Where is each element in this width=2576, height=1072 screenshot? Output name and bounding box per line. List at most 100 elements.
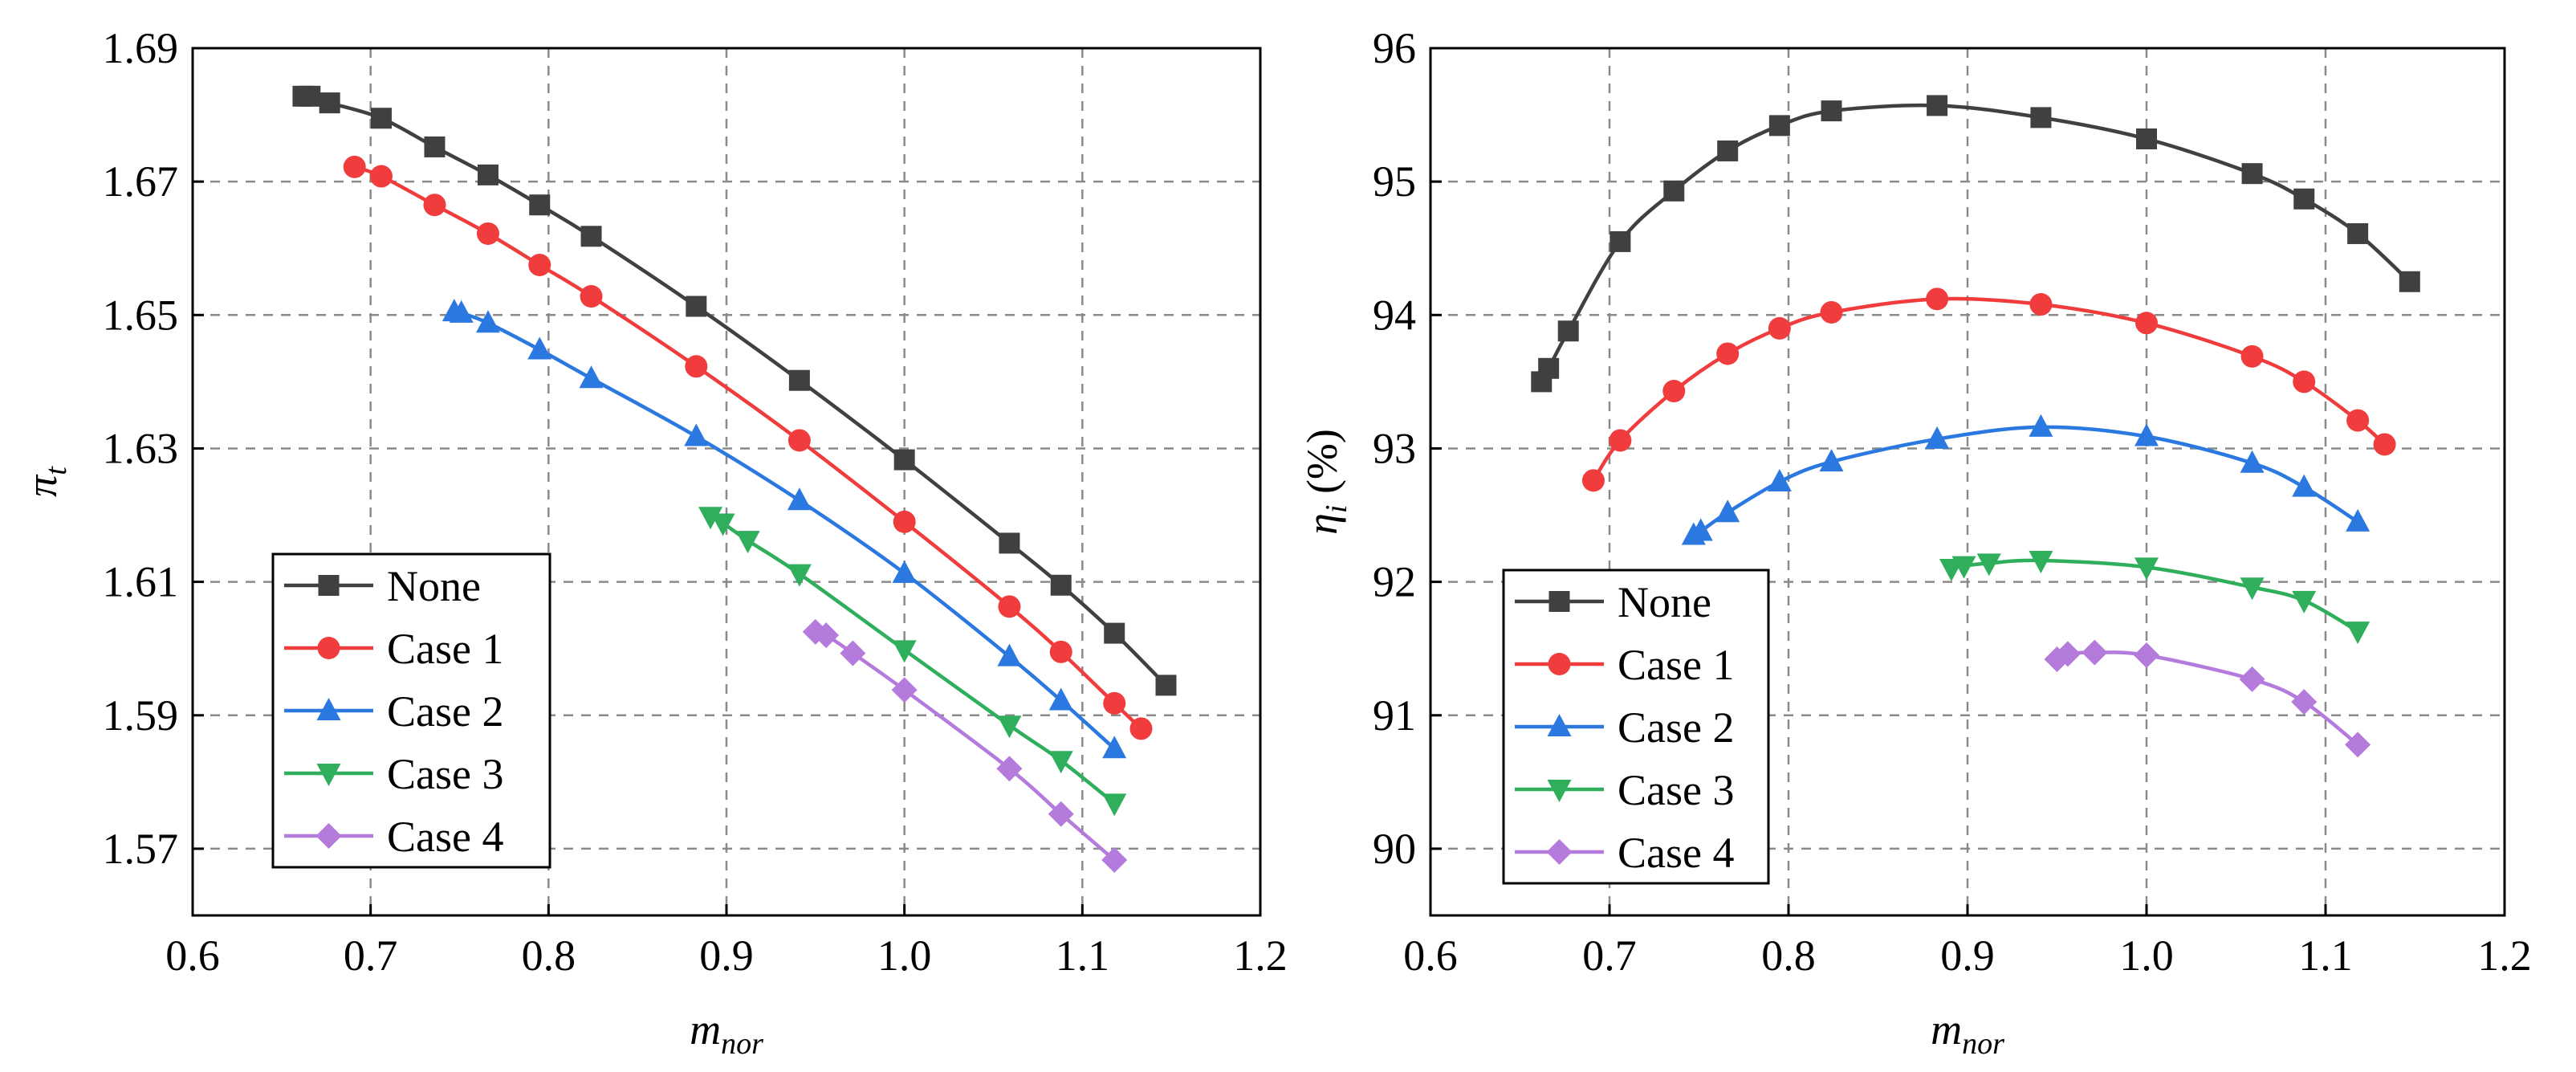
legend-marker xyxy=(316,698,341,720)
data-point xyxy=(423,194,446,217)
data-point xyxy=(813,622,840,649)
data-point xyxy=(840,640,866,666)
data-point xyxy=(579,365,604,389)
series-case-3 xyxy=(1939,551,2370,645)
data-point xyxy=(2135,312,2158,335)
data-point xyxy=(1155,675,1177,696)
data-point xyxy=(2346,508,2370,532)
data-point xyxy=(370,108,392,129)
data-point xyxy=(1927,95,1948,116)
data-point xyxy=(1925,426,1950,449)
data-point xyxy=(735,531,760,554)
data-point xyxy=(477,164,499,185)
data-point xyxy=(998,595,1021,618)
data-point xyxy=(999,532,1020,554)
x-tick-label: 1.1 xyxy=(2298,931,2353,980)
data-point xyxy=(2240,344,2264,368)
series-case-2 xyxy=(1681,414,2370,545)
data-point xyxy=(580,226,602,247)
data-point xyxy=(1819,449,1844,472)
data-point xyxy=(1049,640,1072,663)
data-point xyxy=(319,92,340,114)
data-point xyxy=(2054,641,2081,667)
data-point xyxy=(1717,140,1739,161)
data-point xyxy=(1048,687,1073,711)
x-tick-label: 0.7 xyxy=(1582,931,1637,980)
data-point xyxy=(1951,556,1976,579)
data-point xyxy=(475,310,500,333)
y-tick-label: 90 xyxy=(1373,825,1416,873)
legend-label: Case 4 xyxy=(1618,829,1734,877)
y-tick-label: 92 xyxy=(1373,558,1416,606)
left-chart-pressure-ratio: 0.6 0.7 0.8 0.9 1.0 1.1 1.2 1.57 1.59 1.61 1.63 1.6… xyxy=(18,24,1288,1061)
right-chart-efficiency: 0.6 0.7 0.8 0.9 1.0 1.1 1.2 90 91 92 93 94 95 96 mnor η… xyxy=(1298,24,2532,1061)
x-tick-label: 0.9 xyxy=(699,931,754,980)
x-tick-label: 0.7 xyxy=(344,931,398,980)
data-point xyxy=(1609,230,1631,252)
y-tick-label: 1.65 xyxy=(103,291,179,339)
series-none xyxy=(1531,95,2420,393)
data-point xyxy=(2136,128,2157,149)
data-point xyxy=(2240,577,2265,601)
data-point xyxy=(1129,717,1153,740)
x-tick-label: 0.6 xyxy=(1403,931,1458,980)
series-case-3 xyxy=(698,507,1127,817)
legend-label: Case 2 xyxy=(1618,703,1734,752)
data-point xyxy=(1581,469,1605,492)
series-case-1 xyxy=(343,155,1153,740)
x-tick-label: 1.2 xyxy=(1233,931,1288,980)
data-point xyxy=(1821,100,1842,122)
legend-label: Case 2 xyxy=(387,687,503,736)
data-point xyxy=(449,300,474,323)
data-point xyxy=(892,560,917,583)
x-tick-label: 1.2 xyxy=(2477,931,2532,980)
data-point xyxy=(787,429,811,452)
data-point xyxy=(2030,107,2052,128)
legend-marker xyxy=(1546,839,1573,865)
series-case-4 xyxy=(802,618,1128,874)
legend-marker xyxy=(318,575,340,596)
y-tick-label: 1.67 xyxy=(103,157,179,206)
data-point xyxy=(1538,357,1560,379)
data-point xyxy=(2029,293,2053,316)
x-tick-label: 1.1 xyxy=(1056,931,1110,980)
series-case-2 xyxy=(442,299,1127,759)
data-point xyxy=(2345,732,2371,758)
data-point xyxy=(299,85,321,107)
data-point xyxy=(1103,691,1126,715)
data-point xyxy=(698,507,723,530)
data-point xyxy=(1716,342,1740,365)
y-axis-label: πt xyxy=(18,466,73,497)
data-point xyxy=(1609,429,1632,452)
data-point xyxy=(787,564,812,587)
legend-label: Case 3 xyxy=(1618,766,1734,814)
data-point xyxy=(1768,316,1791,340)
data-point xyxy=(1102,736,1127,759)
data-point xyxy=(996,756,1023,782)
x-axis-label: mnor xyxy=(690,1005,763,1061)
data-point xyxy=(997,643,1022,666)
data-point xyxy=(1557,320,1579,342)
y-tick-label: 96 xyxy=(1373,24,1416,72)
data-point xyxy=(2399,271,2420,292)
y-tick-label: 1.63 xyxy=(103,424,179,472)
data-point xyxy=(2373,433,2396,456)
x-tick-label: 0.9 xyxy=(1940,931,1995,980)
data-point xyxy=(893,449,915,471)
data-point xyxy=(580,285,603,308)
data-point xyxy=(1050,574,1072,596)
data-point xyxy=(1767,469,1792,491)
series-line xyxy=(1592,296,2387,482)
data-point xyxy=(802,618,828,645)
data-point xyxy=(424,136,446,157)
data-point xyxy=(2240,450,2265,473)
data-point xyxy=(369,165,393,188)
data-point xyxy=(2346,409,2370,432)
data-point xyxy=(1048,751,1073,774)
data-point xyxy=(1976,553,2001,577)
series-case-4 xyxy=(2044,639,2371,758)
x-tick-label: 1.0 xyxy=(2119,931,2174,980)
data-point xyxy=(528,254,551,276)
legend-marker xyxy=(1548,653,1571,675)
